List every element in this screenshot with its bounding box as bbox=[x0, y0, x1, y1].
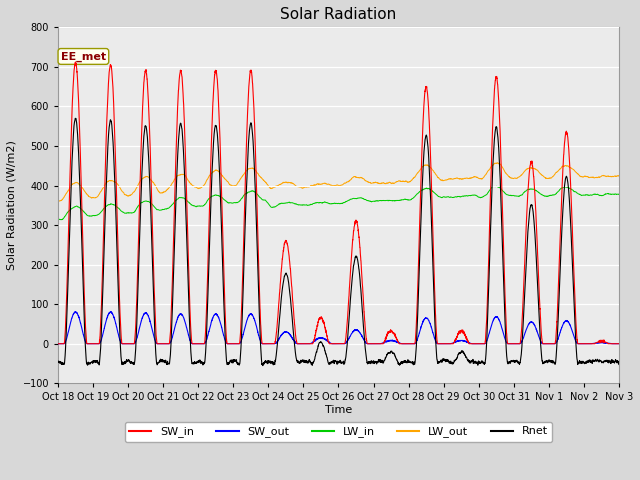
Title: Solar Radiation: Solar Radiation bbox=[280, 7, 397, 22]
Y-axis label: Solar Radiation (W/m2): Solar Radiation (W/m2) bbox=[7, 140, 17, 270]
X-axis label: Time: Time bbox=[325, 405, 352, 415]
Legend: SW_in, SW_out, LW_in, LW_out, Rnet: SW_in, SW_out, LW_in, LW_out, Rnet bbox=[125, 422, 552, 442]
Text: EE_met: EE_met bbox=[61, 51, 106, 61]
